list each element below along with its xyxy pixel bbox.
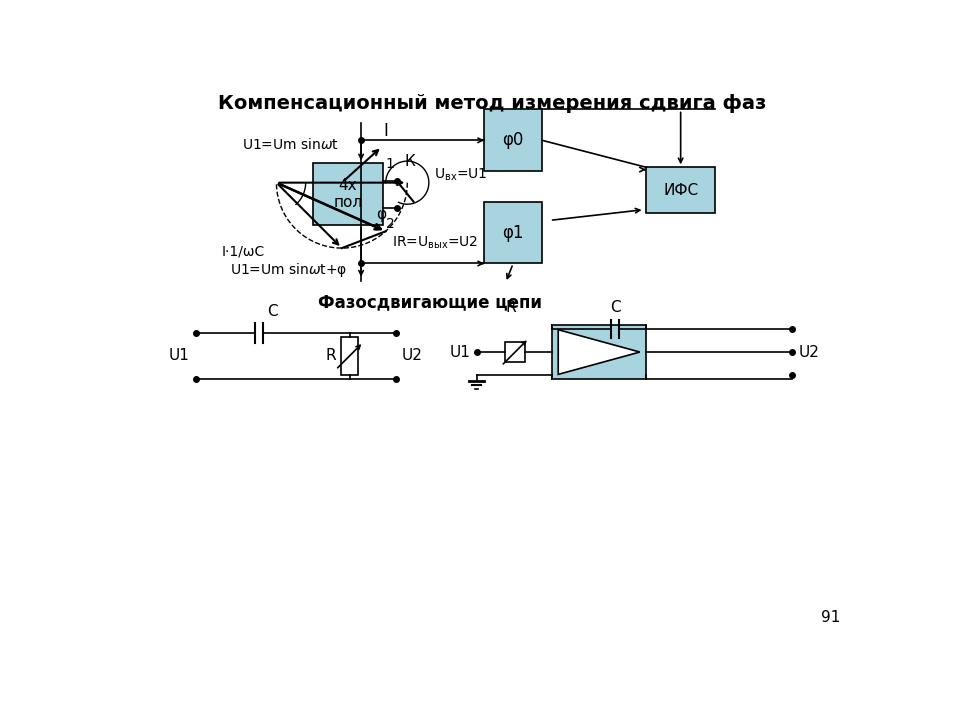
Text: U1: U1: [449, 345, 470, 359]
Text: U1: U1: [169, 348, 189, 364]
Text: R: R: [506, 300, 516, 315]
Bar: [484, 109, 542, 171]
Text: φ0: φ0: [502, 131, 524, 149]
Text: 1: 1: [386, 158, 395, 171]
Text: 91: 91: [821, 611, 841, 625]
Text: I·1/ωC: I·1/ωC: [222, 245, 265, 259]
Text: U1=Um sin$\omega$t: U1=Um sin$\omega$t: [242, 137, 339, 152]
Bar: [646, 167, 715, 213]
Polygon shape: [558, 330, 639, 374]
Text: Компенсационный метод измерения сдвига фаз: Компенсационный метод измерения сдвига ф…: [218, 94, 766, 113]
Text: ИФС: ИФС: [663, 183, 698, 198]
Bar: [313, 163, 383, 225]
Text: U2: U2: [402, 348, 422, 364]
Text: 2: 2: [386, 217, 395, 231]
Bar: [341, 337, 358, 375]
Text: U$_{\rm вх}$=U1: U$_{\rm вх}$=U1: [434, 167, 488, 183]
Text: C: C: [610, 300, 620, 315]
Text: R: R: [325, 348, 336, 364]
Bar: [552, 325, 646, 379]
Text: U2: U2: [799, 345, 819, 359]
Text: К: К: [404, 154, 415, 169]
Text: φ1: φ1: [502, 224, 524, 242]
Text: 4х
пол: 4х пол: [333, 178, 363, 210]
Text: Фазосдвигающие цепи: Фазосдвигающие цепи: [319, 293, 542, 311]
Text: φ: φ: [376, 207, 387, 222]
Bar: [484, 202, 542, 264]
Text: I: I: [383, 122, 388, 140]
Text: C: C: [267, 304, 277, 319]
Bar: [505, 342, 525, 362]
Text: IR=U$_{\rm вых}$=U2: IR=U$_{\rm вых}$=U2: [392, 235, 478, 251]
Text: U1=Um sin$\omega$t+φ: U1=Um sin$\omega$t+φ: [230, 261, 348, 279]
